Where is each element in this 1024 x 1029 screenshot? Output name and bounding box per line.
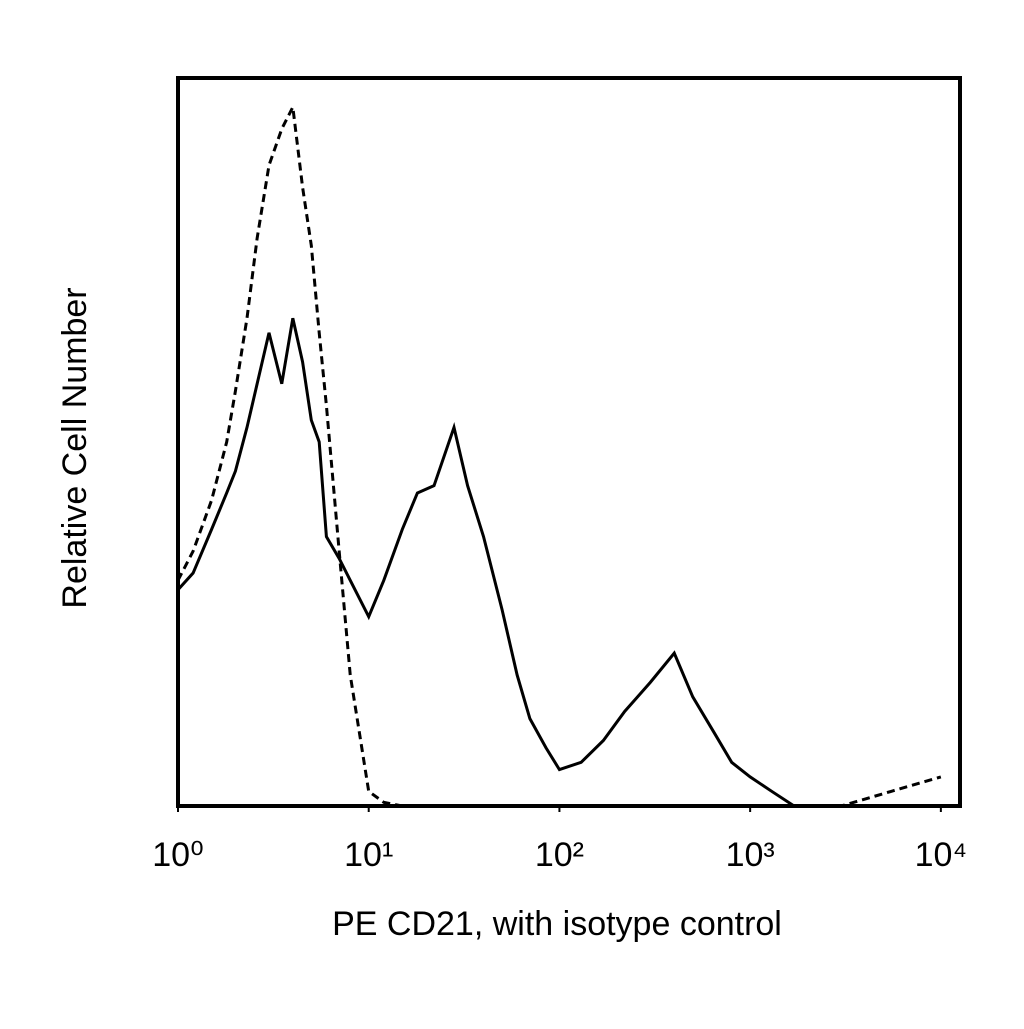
data-line [176, 317, 941, 808]
x-tick-label: 10² [535, 836, 584, 874]
x-tick-label: 10⁰ [152, 836, 203, 874]
data-line [176, 102, 942, 808]
x-tick-label: 10³ [726, 836, 775, 874]
x-axis-label: PE CD21, with isotype control [332, 905, 782, 943]
y-axis-label: Relative Cell Number [56, 287, 94, 608]
x-tick-label: 10¹ [344, 836, 393, 874]
plot-frame [176, 76, 962, 808]
x-tick-label: 10⁴ [915, 836, 967, 874]
